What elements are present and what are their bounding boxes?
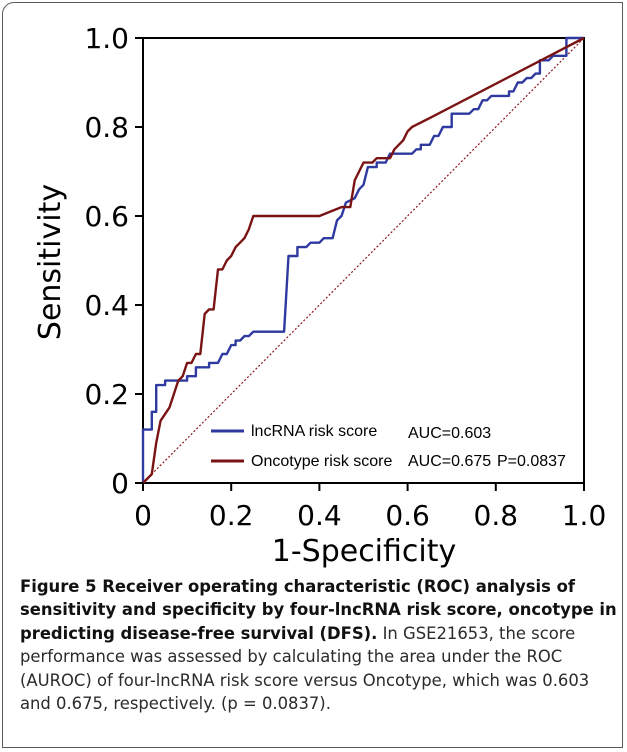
roc-chart: 0 0.2 0.4 0.6 0.8 1.0 0 0.2 0.4 0.6 0.8 1.0 Sensit… [33, 22, 606, 569]
legend: lncRNA risk score AUC=0.603 Oncotype ris… [211, 423, 566, 470]
x-tick-label: 0.6 [385, 499, 430, 532]
legend-label-oncotype: Oncotype risk score [251, 453, 392, 470]
y-tick-label: 0.8 [84, 111, 129, 144]
reference-line-group [142, 37, 585, 484]
x-tick-label: 0.8 [474, 499, 519, 532]
series-line-oncotype [142, 36, 585, 484]
series-group [141, 36, 585, 484]
x-tick-label: 1.0 [562, 499, 607, 532]
reference-diagonal-line [142, 37, 585, 484]
x-axis-ticks: 0 0.2 0.4 0.6 0.8 1.0 [134, 483, 606, 532]
x-tick-label: 0.2 [209, 499, 254, 532]
caption-label: Figure 5 [20, 577, 97, 596]
x-tick-label: 0.4 [297, 499, 342, 532]
x-tick-label: 0 [134, 499, 152, 532]
y-axis-title: Sensitivity [33, 184, 68, 340]
series-line-lncrna [141, 36, 584, 483]
caption-body: In GSE21653, the score performance was a… [20, 623, 590, 714]
y-tick-label: 0.2 [84, 378, 129, 411]
y-tick-label: 0.6 [84, 200, 129, 233]
legend-auc-oncotype: AUC=0.675 [408, 453, 491, 470]
legend-label-lncrna: lncRNA risk score [251, 423, 377, 440]
y-tick-label: 0 [111, 467, 129, 500]
plot-area-box [142, 37, 585, 484]
legend-auc-lncrna: AUC=0.603 [408, 425, 491, 442]
y-tick-label: 0.4 [84, 289, 129, 322]
y-axis-ticks: 0 0.2 0.4 0.6 0.8 1.0 [84, 22, 143, 500]
x-axis-title: 1-Specificity [272, 534, 457, 569]
legend-p-value: P=0.0837 [497, 453, 566, 470]
caption-title: Receiver operating characteristic (ROC) … [20, 577, 617, 643]
y-tick-label: 1.0 [84, 22, 129, 55]
figure-caption: Figure 5 Receiver operating characterist… [20, 575, 620, 715]
plot-frame [142, 37, 585, 484]
